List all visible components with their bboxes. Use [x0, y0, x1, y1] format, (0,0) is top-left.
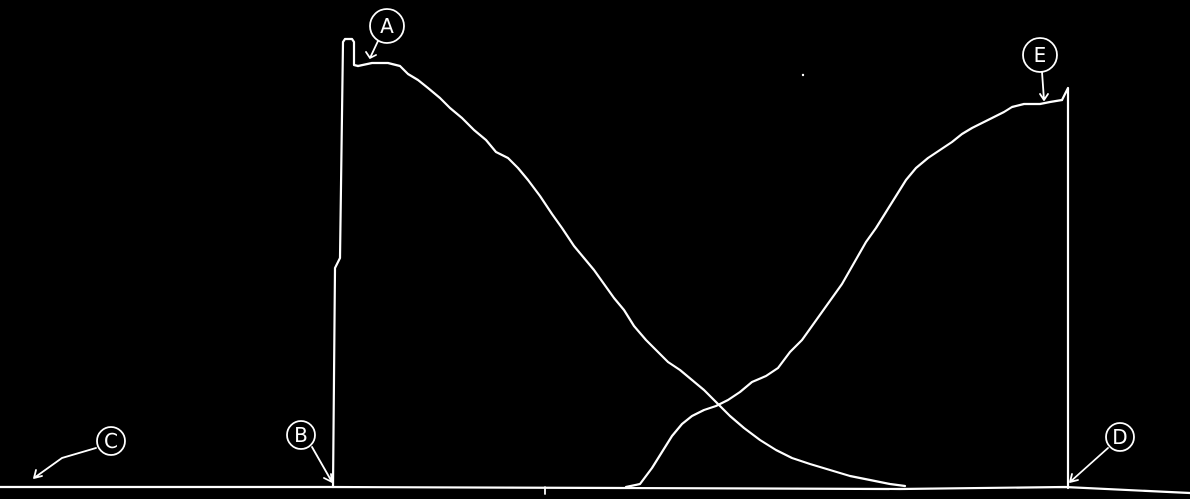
label-d-text: D	[1112, 425, 1127, 449]
right-vertical-edge	[1060, 86, 1070, 490]
label-a-text: A	[380, 14, 394, 38]
label-a-arrow	[365, 40, 379, 59]
label-b-arrow	[311, 446, 333, 483]
baseline	[0, 485, 1190, 495]
label-d-arrow	[1069, 447, 1109, 483]
label-c-text: C	[104, 429, 118, 453]
label-b-circle	[286, 420, 316, 450]
label-e-circle	[1022, 37, 1058, 73]
rising-curve	[624, 98, 1064, 489]
label-d-circle	[1105, 422, 1135, 452]
falling-curve	[356, 61, 907, 488]
speck-mark	[801, 73, 805, 77]
label-b-text: B	[294, 423, 308, 447]
label-c-circle	[96, 426, 126, 456]
left-vertical-edge	[331, 37, 360, 489]
label-c-arrow	[33, 447, 97, 479]
label-a-circle	[369, 8, 405, 44]
label-e-text: E	[1034, 43, 1047, 67]
label-e-arrow	[1039, 71, 1049, 101]
